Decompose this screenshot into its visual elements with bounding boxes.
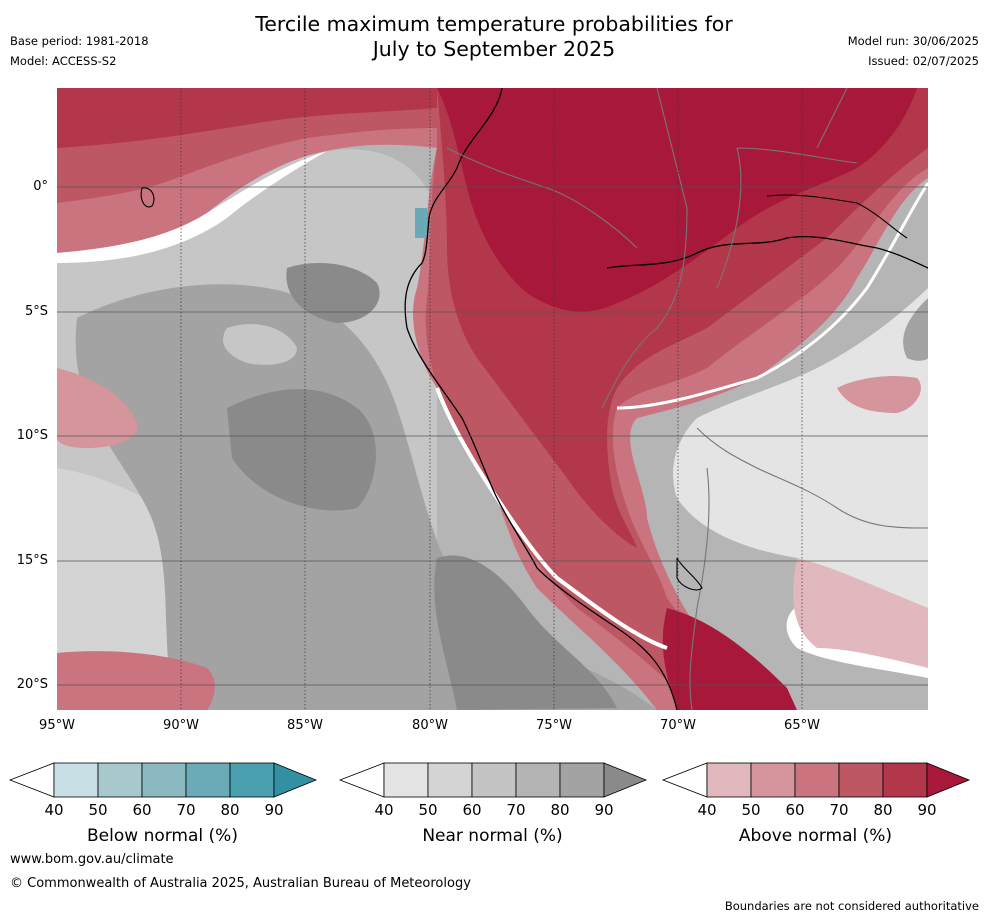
near-normal-60-blob	[223, 324, 297, 365]
lat-label-20s: 20°S	[16, 677, 48, 692]
lon-label-85w: 85°W	[287, 718, 323, 733]
above-normal-west-patch	[57, 368, 138, 448]
lat-label-10s: 10°S	[16, 428, 48, 443]
lon-label-70w: 70°W	[660, 718, 696, 733]
boundary-line-nw	[57, 151, 327, 263]
above-normal-east-patch	[837, 376, 921, 413]
above-normal-80-band	[57, 88, 437, 148]
above-colorbar-bin-80	[882, 762, 928, 798]
near-colorbar-min-extend	[338, 762, 385, 798]
graticule	[180, 88, 803, 710]
below-colorbar-bin-70	[185, 762, 231, 798]
below-colorbar-bin-60	[141, 762, 187, 798]
footer-disclaimer: Boundaries are not considered authoritat…	[724, 899, 979, 913]
near-colorbar-bin-70	[515, 762, 561, 798]
above-colorbar-min-extend	[661, 762, 708, 798]
amazon-river	[606, 235, 928, 269]
lon-label-90w: 90°W	[163, 718, 199, 733]
parallels	[57, 186, 928, 686]
below-colorbar-bin-50	[97, 762, 143, 798]
near-colorbar-bin-60	[471, 762, 517, 798]
probability-map	[57, 88, 928, 710]
above-tick-80: 80	[873, 801, 893, 819]
below-tick-80: 80	[220, 801, 240, 819]
near-normal-40-region	[673, 288, 928, 608]
near-colorbar-title: Near normal (%)	[422, 826, 563, 846]
near-normal-90-blob-2	[286, 263, 380, 323]
above-normal-southwest-patch	[57, 651, 215, 710]
coastline	[404, 88, 678, 710]
title-line-1: Tercile maximum temperature probabilitie…	[255, 12, 733, 36]
near-tick-50: 50	[418, 801, 438, 819]
footer-copyright: © Commonwealth of Australia 2025, Austra…	[10, 876, 471, 891]
above-colorbar-bin-50	[750, 762, 796, 798]
near-normal-90-blob-1	[227, 389, 376, 511]
above-tick-60: 60	[785, 801, 805, 819]
lon-label-80w: 80°W	[412, 718, 448, 733]
near-colorbar-bin-80	[559, 762, 605, 798]
below-tick-50: 50	[88, 801, 108, 819]
above-colorbar-bin-60	[794, 762, 840, 798]
near-colorbar-bin-50	[427, 762, 473, 798]
above-colorbar-max-extend	[926, 762, 971, 798]
issued-label: Issued: 02/07/2025	[868, 54, 979, 68]
above-tick-90: 90	[917, 801, 937, 819]
above-normal-40-region	[793, 558, 928, 668]
meta-right: Model run: 30/06/2025 Issued: 02/07/2025	[848, 31, 979, 71]
lat-label-0: 0°	[33, 179, 48, 194]
above-tick-40: 40	[697, 801, 717, 819]
lat-label-15s: 15°S	[16, 553, 48, 568]
above-tick-50: 50	[741, 801, 761, 819]
lake-titicaca	[676, 557, 703, 591]
below-colorbar	[8, 762, 318, 798]
river-north	[766, 194, 908, 239]
map-title: Tercile maximum temperature probabilitie…	[0, 12, 988, 62]
near-normal-90-blob-3	[434, 555, 617, 710]
near-tick-60: 60	[462, 801, 482, 819]
below-colorbar-bin-80	[229, 762, 275, 798]
model-label: Model: ACCESS-S2	[10, 54, 117, 68]
near-colorbar-bin-40	[383, 762, 429, 798]
below-tick-70: 70	[176, 801, 196, 819]
above-tick-70: 70	[829, 801, 849, 819]
near-colorbar	[338, 762, 648, 798]
above-colorbar-bin-70	[838, 762, 884, 798]
lon-label-75w: 75°W	[536, 718, 572, 733]
above-normal-90-region	[437, 88, 917, 312]
above-colorbar-title: Above normal (%)	[738, 826, 893, 846]
boundary-line-coast	[435, 387, 668, 650]
near-normal-80-region	[75, 284, 658, 710]
footer-url: www.bom.gov.au/climate	[10, 852, 174, 867]
below-colorbar-bin-40	[53, 762, 99, 798]
model-run-label: Model run: 30/06/2025	[847, 34, 979, 48]
below-tick-90: 90	[264, 801, 284, 819]
country-borders	[446, 88, 928, 710]
near-tick-40: 40	[374, 801, 394, 819]
lon-label-95w: 95°W	[39, 718, 75, 733]
near-tick-80: 80	[550, 801, 570, 819]
above-colorbar	[661, 762, 971, 798]
base-period-label: Base period: 1981-2018	[10, 34, 149, 48]
near-tick-70: 70	[506, 801, 526, 819]
below-normal-patch	[415, 208, 427, 238]
below-colorbar-title: Below normal (%)	[87, 826, 238, 846]
below-colorbar-max-extend	[273, 762, 318, 798]
near-normal-80-east	[903, 298, 928, 361]
lon-label-65w: 65°W	[784, 718, 820, 733]
galapagos-islands	[140, 187, 155, 208]
meta-left: Base period: 1981-2018 Model: ACCESS-S2	[10, 31, 149, 71]
below-tick-60: 60	[132, 801, 152, 819]
above-normal-90-south	[662, 608, 797, 710]
below-tick-40: 40	[44, 801, 64, 819]
title-line-2: July to September 2025	[372, 37, 616, 61]
above-colorbar-bin-40	[706, 762, 752, 798]
lat-label-5s: 5°S	[24, 304, 48, 319]
near-colorbar-max-extend	[603, 762, 648, 798]
near-tick-90: 90	[594, 801, 614, 819]
below-colorbar-min-extend	[8, 762, 55, 798]
